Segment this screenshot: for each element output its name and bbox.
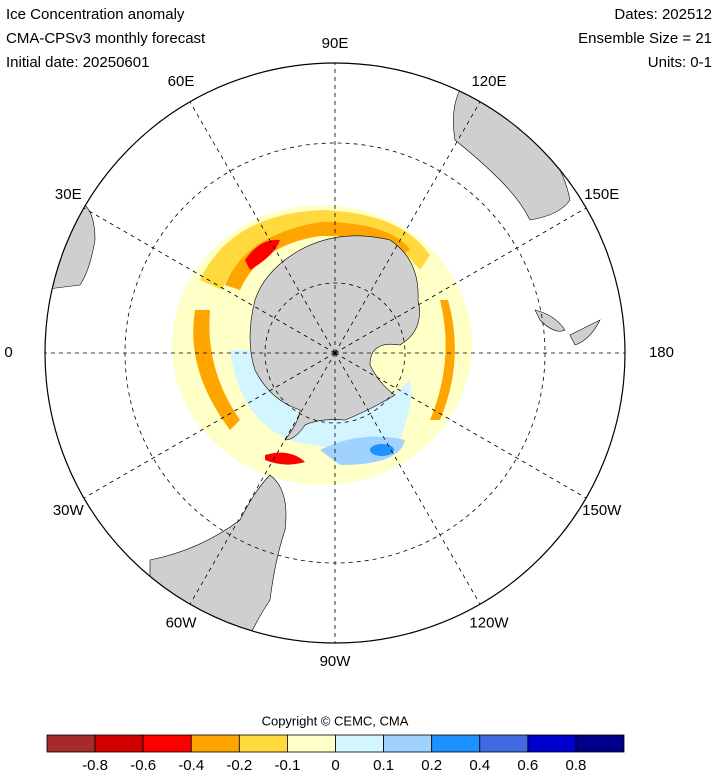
longitude-label: 30E — [55, 186, 82, 203]
meridian — [83, 207, 336, 354]
longitude-label: 0 — [4, 344, 12, 361]
colorbar-label: -0.1 — [274, 757, 300, 774]
meridian — [189, 352, 336, 605]
colorbar-label: 0 — [331, 757, 339, 774]
colorbar-box — [383, 734, 433, 753]
colorbar-box — [575, 734, 625, 753]
south-america — [149, 474, 287, 643]
longitude-label: 120W — [469, 615, 509, 632]
colorbar-box — [479, 734, 529, 753]
colorbar-box — [431, 734, 481, 753]
new-zealand — [534, 309, 601, 346]
colorbar-label: 0.4 — [469, 757, 490, 774]
map — [45, 63, 625, 643]
colorbar-box — [94, 734, 144, 753]
colorbar-box — [46, 734, 96, 753]
header-left: CMA-CPSv3 monthly forecast — [6, 30, 206, 47]
colorbar-box — [527, 734, 577, 753]
colorbar-box — [190, 734, 240, 753]
longitude-label: 90E — [322, 35, 349, 52]
australia — [453, 89, 571, 221]
anomaly-field — [370, 444, 394, 456]
colorbar-box — [287, 734, 336, 753]
anomaly-field — [245, 239, 280, 270]
longitude-label: 120E — [471, 73, 506, 90]
longitude-label: 180 — [649, 344, 674, 361]
colorbar-box — [335, 734, 384, 753]
africa — [45, 204, 96, 291]
colorbar-label: 0.6 — [517, 757, 538, 774]
meridian — [334, 101, 481, 354]
colorbar-label: -0.8 — [82, 757, 108, 774]
colorbar-label: -0.2 — [226, 757, 252, 774]
meridian — [334, 207, 587, 354]
copyright: Copyright © CEMC, CMA — [262, 713, 409, 728]
colorbar-label: -0.4 — [178, 757, 204, 774]
anomaly-field — [430, 300, 455, 420]
anomaly-field — [320, 436, 405, 465]
meridian — [189, 101, 336, 354]
longitude-label: 60E — [168, 73, 195, 90]
colorbar-label: 0.8 — [565, 757, 586, 774]
anomaly-field — [230, 350, 412, 448]
longitude-label: 150E — [584, 186, 619, 203]
header-right: Ensemble Size = 21 — [578, 30, 712, 47]
meridian — [83, 352, 336, 499]
header-left: Initial date: 20250601 — [6, 54, 149, 71]
meridian — [334, 352, 587, 499]
colorbar-label: -0.6 — [130, 757, 156, 774]
longitude-label: 30W — [53, 502, 85, 519]
longitude-label: 60W — [166, 615, 198, 632]
antarctica — [249, 235, 420, 441]
header-left: Ice Concentration anomaly — [6, 6, 185, 23]
colorbar-label: 0.1 — [373, 757, 394, 774]
latitude-circle — [264, 282, 406, 424]
map-border — [44, 62, 626, 644]
header-right: Dates: 202512 — [614, 6, 712, 23]
longitude-label: 150W — [582, 502, 622, 519]
colorbar-label: 0.2 — [421, 757, 442, 774]
meridian — [334, 352, 481, 605]
colorbar-box — [238, 734, 288, 753]
anomaly-field — [265, 452, 305, 465]
anomaly-field — [225, 222, 410, 290]
anomaly-field — [193, 310, 240, 430]
colorbar-box — [142, 734, 192, 753]
header-right: Units: 0-1 — [648, 54, 712, 71]
longitude-label: 90W — [320, 653, 352, 670]
